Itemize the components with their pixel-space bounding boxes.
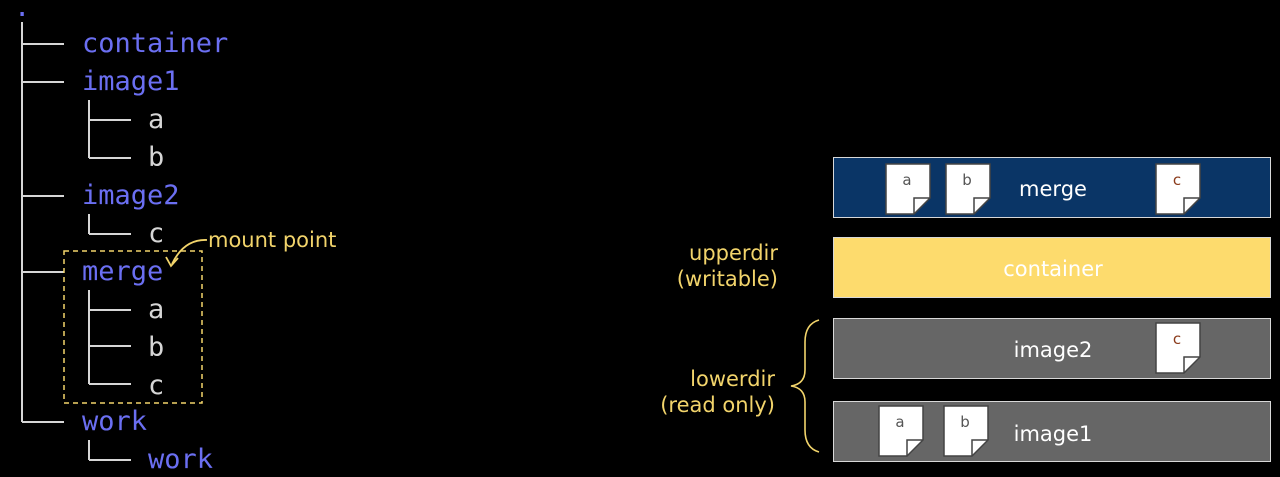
image2-layer: image2 [833, 318, 1271, 379]
lowerdir-note: (read only) [660, 393, 775, 417]
lowerdir-label: lowerdir (read only) [650, 366, 775, 418]
mount-point-arrowhead [165, 256, 179, 268]
image1-file-a: a [878, 405, 924, 457]
upperdir-note: (writable) [676, 267, 778, 291]
image2-file-c-label: c [1172, 330, 1182, 348]
image1-layer-label: image1 [1013, 422, 1093, 446]
image2-layer-label: image2 [1013, 338, 1093, 362]
tree-entry-work: work [82, 406, 148, 437]
upperdir-label: upperdir (writable) [660, 240, 778, 292]
container-layer: container [833, 237, 1271, 298]
merge-file-b: b [945, 163, 991, 215]
merge-file-c-label: c [1172, 171, 1182, 189]
tree-connector-lines [21, 22, 208, 461]
tree-entry-image2-c: c [148, 218, 165, 249]
upperdir-title: upperdir [689, 241, 778, 265]
image2-file-c: c [1155, 322, 1201, 374]
tree-entry-merge-b: b [148, 332, 165, 363]
image1-file-a-label: a [895, 413, 905, 431]
merge-layer-label: merge [1019, 177, 1087, 201]
image1-file-b-label: b [960, 413, 970, 431]
mount-point-arrow [171, 239, 208, 265]
tree-entry-work-work: work [148, 444, 214, 475]
lowerdir-brace [790, 319, 820, 453]
tree-entry-merge: merge [82, 256, 164, 287]
tree-root: . [14, 0, 31, 23]
tree-entry-image2: image2 [82, 180, 180, 211]
container-layer-label: container [1003, 257, 1103, 281]
tree-entry-image1-a: a [148, 104, 165, 135]
tree-entry-image1-b: b [148, 142, 165, 173]
image1-file-b: b [943, 405, 989, 457]
merge-file-b-label: b [962, 171, 972, 189]
merge-file-c: c [1155, 163, 1201, 215]
tree-entry-container: container [82, 28, 229, 59]
tree-entry-image1: image1 [82, 66, 180, 97]
tree-entry-merge-a: a [148, 294, 165, 325]
tree-entry-merge-c: c [148, 370, 165, 401]
merge-file-a: a [885, 163, 931, 215]
lowerdir-title: lowerdir [690, 367, 775, 391]
mount-point-box [63, 250, 203, 404]
merge-file-a-label: a [902, 171, 912, 189]
mount-point-label: mount point [208, 228, 337, 252]
directory-tree: . container image1 a b image2 c merge a … [0, 0, 600, 477]
